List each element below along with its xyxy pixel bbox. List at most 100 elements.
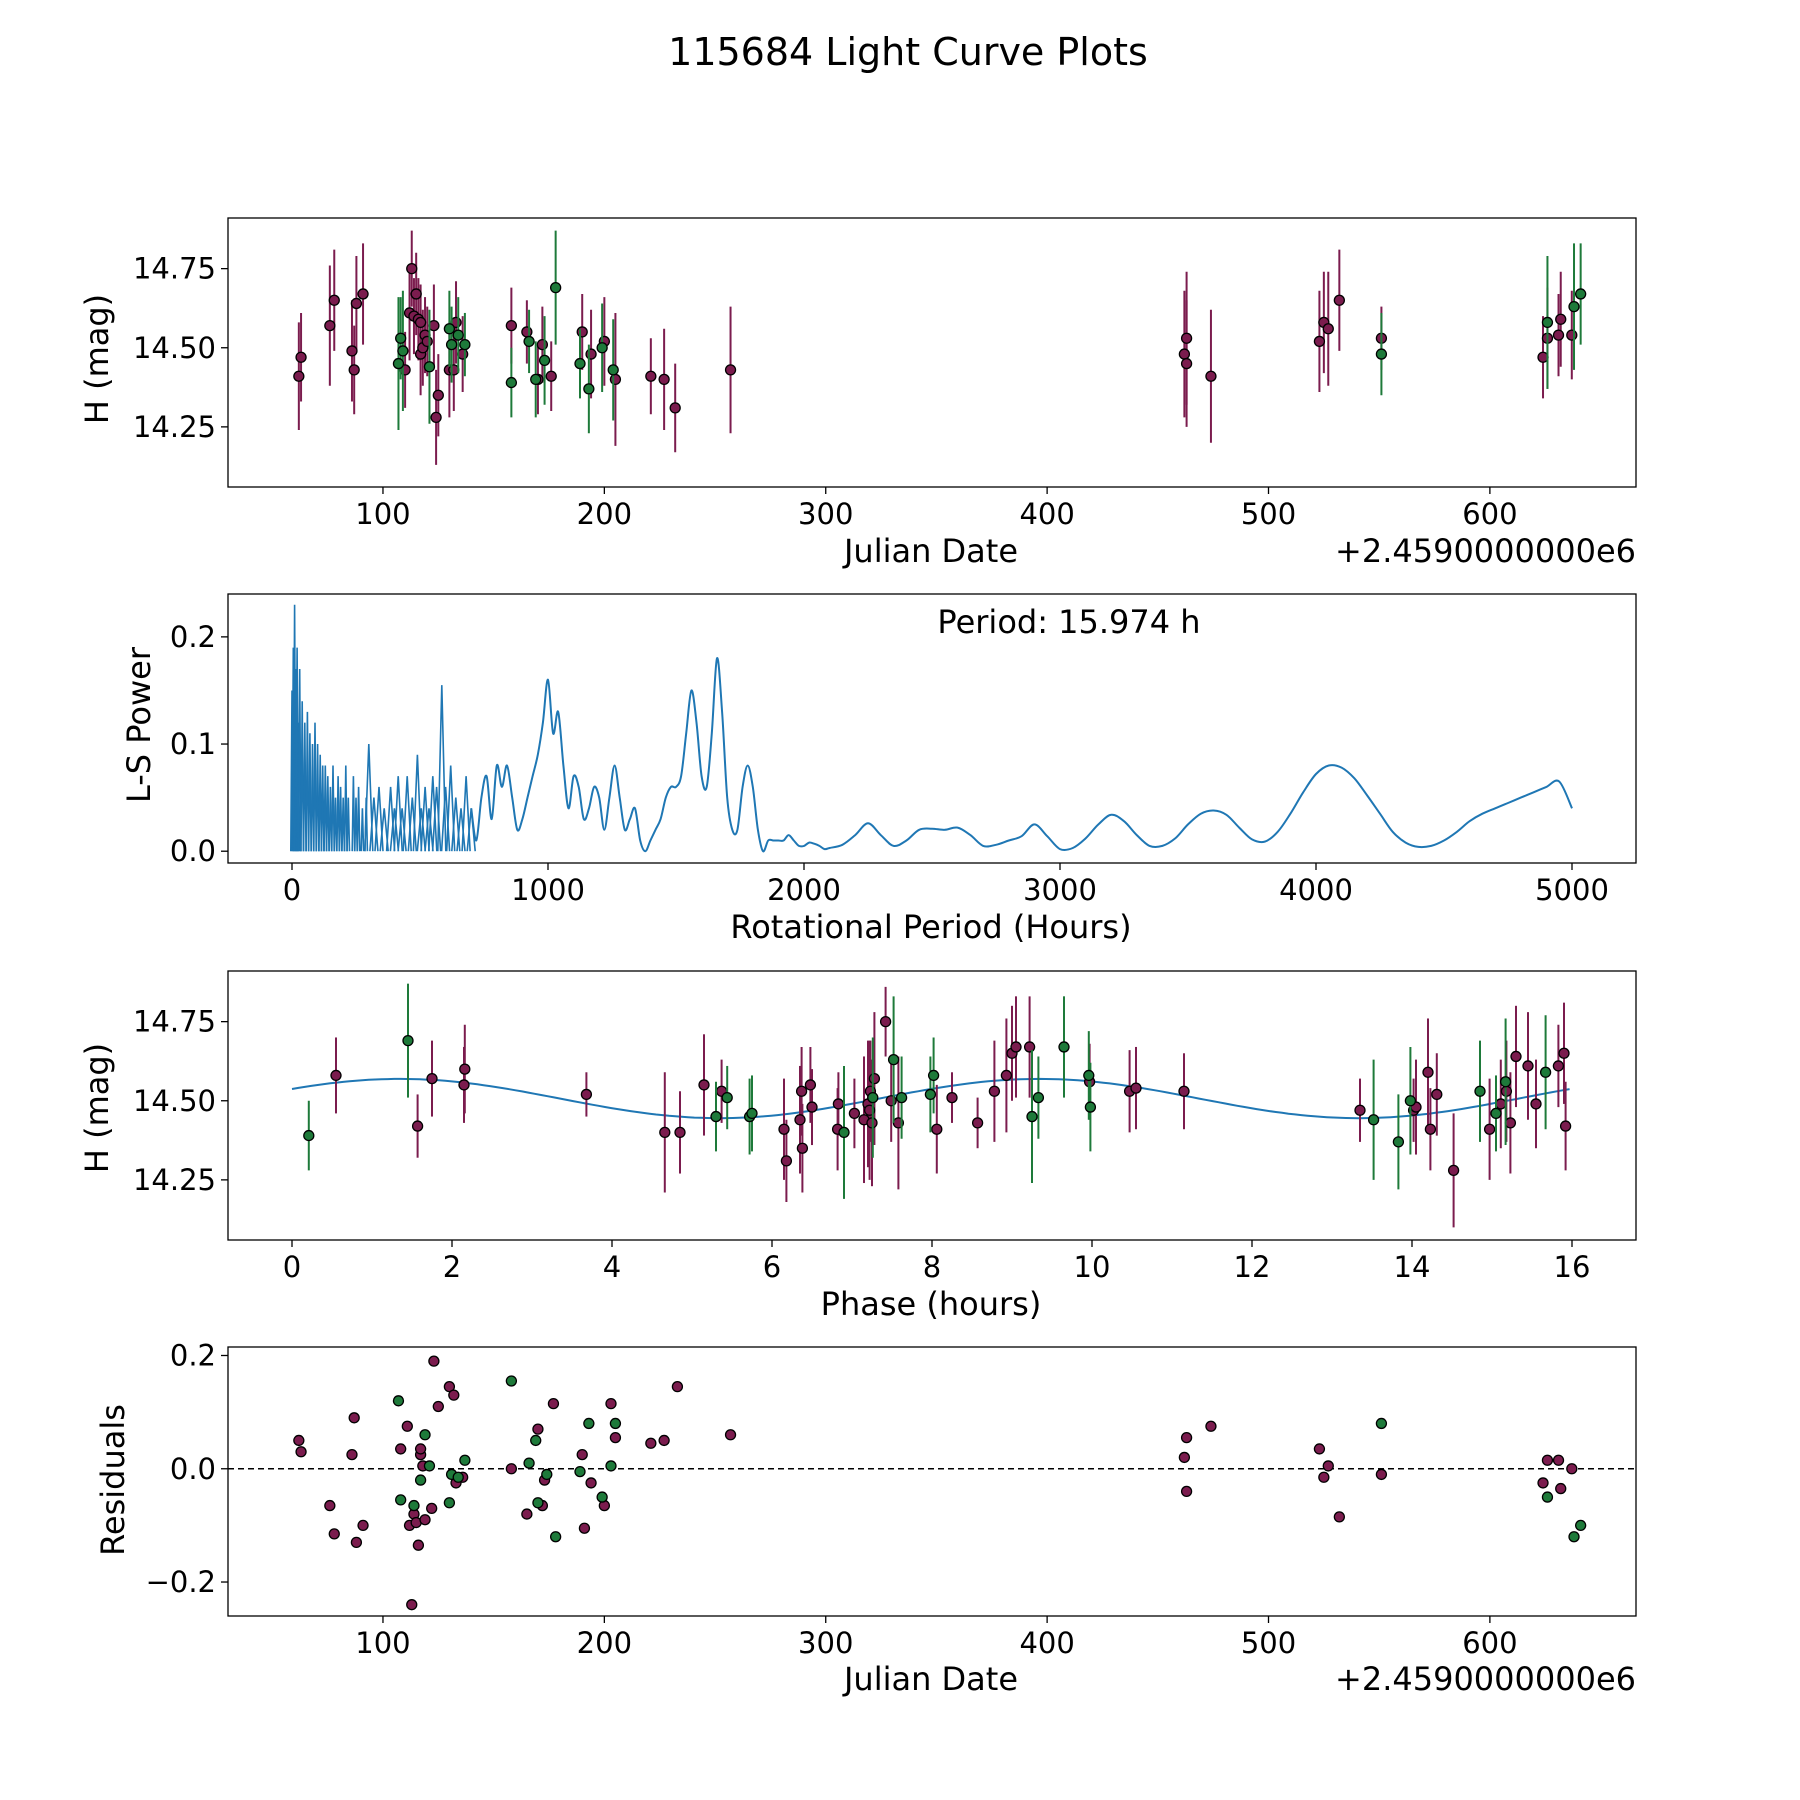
- light-curve-x-offset: +2.4590000000e6: [1335, 532, 1636, 570]
- light-curve-point: [421, 335, 433, 348]
- residuals-point: [1205, 1420, 1217, 1432]
- residuals-point: [1537, 1477, 1549, 1489]
- residuals-point: [1375, 1417, 1388, 1430]
- residuals-xtick-label: 500: [1241, 1626, 1296, 1660]
- light-curve-point: [1313, 335, 1326, 348]
- light-curve-point: [324, 319, 336, 332]
- light-curve-xlabel: Julian Date: [842, 532, 1018, 570]
- periodogram-peak: [313, 722, 317, 852]
- periodogram-peak: [343, 765, 348, 852]
- residuals-point: [406, 1599, 418, 1611]
- residuals-point: [1555, 1482, 1567, 1495]
- phase-fold-point: [1404, 1095, 1417, 1107]
- periodogram-peak: [302, 722, 307, 852]
- residuals-point: [605, 1397, 617, 1410]
- phase-fold-point: [887, 1053, 900, 1066]
- residuals-point: [671, 1380, 684, 1393]
- phase-fold-point: [1559, 1120, 1572, 1132]
- phase-fold-point: [832, 1098, 845, 1110]
- light-curve-point: [395, 332, 407, 344]
- residuals-x-offset: +2.4590000000e6: [1335, 1660, 1636, 1698]
- phase-fold-point: [1522, 1060, 1534, 1072]
- residuals-point: [452, 1471, 464, 1483]
- light-curve-panel: Julian Date H (mag) +2.4590000000e6 100 2…: [78, 217, 1637, 570]
- light-curve-point: [346, 345, 358, 357]
- residuals-point: [324, 1499, 336, 1512]
- residuals-point: [392, 1395, 405, 1407]
- residuals-point: [1568, 1531, 1580, 1543]
- residuals-ytick-label: 0.0: [170, 1452, 216, 1486]
- light-curve-point: [1180, 332, 1193, 344]
- phase-fold-point: [1530, 1098, 1542, 1110]
- phase-fold-point: [1495, 1098, 1507, 1110]
- phase-fold-point: [1026, 1110, 1038, 1123]
- phase-fold-point: [330, 1069, 342, 1082]
- residuals-point: [521, 1508, 533, 1520]
- periodogram-peak: [315, 743, 320, 852]
- periodogram-peak: [354, 797, 358, 852]
- light-curve-point: [583, 383, 595, 395]
- residuals-point: [443, 1497, 456, 1509]
- light-curve-point: [1333, 294, 1345, 306]
- periodogram-line: [470, 657, 1573, 853]
- residuals-point: [395, 1494, 407, 1506]
- light-curve-axes-frame: [227, 217, 1637, 488]
- phase-fold-xlabel: Phase (hours): [821, 1285, 1042, 1323]
- light-curve-xtick-label: 600: [1462, 497, 1517, 531]
- phase-fold-point: [1130, 1082, 1142, 1094]
- phase-fold-point: [1474, 1085, 1486, 1097]
- periodogram-peak: [333, 797, 338, 852]
- light-curve-xtick-label: 200: [577, 497, 632, 531]
- periodogram-peak: [328, 786, 333, 852]
- light-curve-xtick-label: 400: [1019, 497, 1074, 531]
- residuals-point: [549, 1531, 562, 1543]
- residuals-point: [295, 1446, 307, 1458]
- light-curve-point: [410, 288, 422, 300]
- residuals-xtick-label: 600: [1462, 1626, 1517, 1660]
- light-curve-xtick-label: 500: [1241, 497, 1296, 531]
- phase-fold-xtick-label: 16: [1554, 1250, 1591, 1284]
- phase-fold-point: [458, 1079, 470, 1091]
- periodogram-ylabel: L-S Power: [120, 646, 158, 803]
- light-curve-point: [1555, 313, 1567, 325]
- light-curve-point: [549, 281, 562, 294]
- periodogram-peak: [389, 808, 400, 852]
- phase-fold-point: [1499, 1076, 1512, 1088]
- residuals-point: [428, 1355, 440, 1367]
- light-curve-point: [505, 319, 518, 332]
- light-curve-ylabel: H (mag): [78, 294, 116, 424]
- phase-fold-ytick-label: 14.25: [133, 1163, 216, 1197]
- periodogram-axes-frame: [227, 593, 1637, 864]
- periodogram-peak: [402, 776, 412, 852]
- light-curve-point: [1375, 348, 1388, 360]
- residuals-point: [505, 1463, 518, 1475]
- phase-fold-point: [746, 1107, 758, 1120]
- phase-fold-xtick-label: 12: [1234, 1250, 1271, 1284]
- residuals-point: [1541, 1491, 1554, 1503]
- light-curve-point: [430, 411, 442, 424]
- residuals-point: [293, 1434, 305, 1447]
- residuals-point: [426, 1502, 438, 1515]
- periodogram-peak: [364, 743, 374, 852]
- phase-fold-point: [927, 1069, 940, 1082]
- phase-fold-point: [867, 1091, 879, 1104]
- light-curve-point: [1541, 316, 1554, 329]
- periodogram-peak: [336, 776, 341, 852]
- phase-fold-ytick-label: 14.50: [133, 1084, 216, 1118]
- residuals-point: [423, 1460, 436, 1472]
- phase-fold-ylabel: H (mag): [78, 1043, 116, 1173]
- phase-fold-point: [924, 1088, 937, 1101]
- periodogram-peak: [416, 808, 427, 852]
- phase-fold-point: [1354, 1104, 1366, 1116]
- light-curve-point: [350, 297, 363, 310]
- periodogram-peak: [397, 808, 407, 852]
- light-curve-point: [1575, 288, 1587, 300]
- light-curve-point: [432, 389, 444, 401]
- residuals-point: [408, 1499, 420, 1512]
- light-curve-point: [1180, 357, 1193, 370]
- residuals-ylabel: Residuals: [94, 1404, 132, 1556]
- periodogram-peak: [356, 786, 361, 852]
- residuals-point: [574, 1465, 586, 1478]
- periodogram-xtick-label: 4000: [1279, 873, 1353, 907]
- residuals-point: [448, 1389, 460, 1401]
